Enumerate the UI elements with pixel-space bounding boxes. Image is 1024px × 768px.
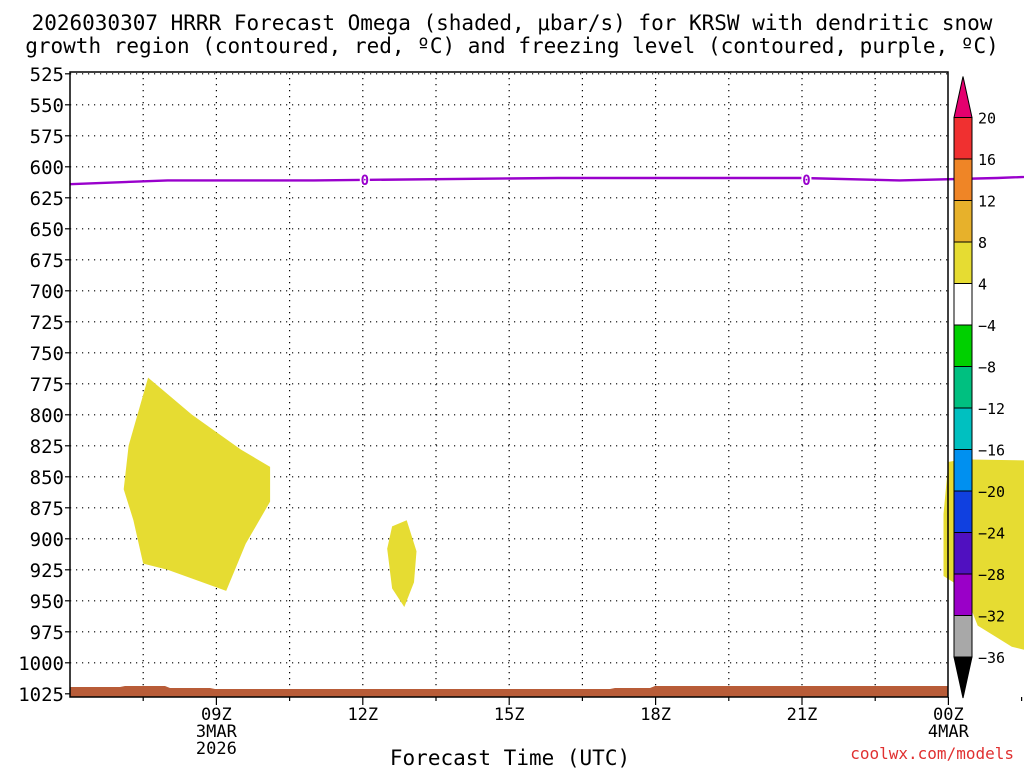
x-tick-label: 09Z — [201, 705, 232, 725]
credit-text: coolwx.com/models — [850, 744, 1014, 763]
colorbar-swatch — [953, 615, 973, 658]
y-tick-label: 1000 — [18, 653, 64, 675]
x-axis-label: Forecast Time (UTC) — [390, 746, 630, 768]
freezing-level-label: 0 — [361, 173, 369, 189]
x-tick-label: 00Z — [933, 705, 964, 725]
colorbar-swatch — [953, 324, 973, 367]
terrain-strip — [70, 686, 948, 697]
colorbar-label: −4 — [978, 317, 996, 335]
colorbar-swatch — [953, 449, 973, 492]
colorbar-label: −20 — [978, 483, 1005, 501]
colorbar-label: 8 — [978, 234, 987, 252]
y-tick-label: 850 — [30, 467, 64, 489]
colorbar-swatch — [953, 532, 973, 575]
y-tick-label: 950 — [30, 591, 64, 613]
x-tick-sublabel: 4MAR — [928, 722, 970, 742]
freezing-level-label-bg — [359, 171, 370, 186]
chart-title-line2: growth region (contoured, red, ºC) and f… — [25, 34, 999, 58]
x-tick-label: 12Z — [347, 705, 378, 725]
omega-region-1 — [387, 520, 417, 607]
y-tick-label: 800 — [30, 405, 64, 427]
omega-region-0 — [123, 377, 271, 591]
colorbar: 20 16 12 8 4 −4 −8 −12 −16 −20 −24 −28 −32 −36 — [953, 76, 1005, 699]
colorbar-label: 4 — [978, 276, 987, 294]
colorbar-label: 16 — [978, 151, 996, 169]
colorbar-label: −24 — [978, 525, 1005, 543]
x-tick-label: 15Z — [494, 705, 525, 725]
y-tick-label: 700 — [30, 281, 64, 303]
colorbar-swatch — [953, 117, 973, 160]
y-tick-label: 575 — [30, 126, 64, 148]
x-tick-label: 21Z — [787, 705, 818, 725]
y-tick-label: 550 — [30, 95, 64, 117]
colorbar-label: −32 — [978, 608, 1005, 626]
x-tick-label: 18Z — [640, 705, 671, 725]
freezing-level-label: 0 — [802, 173, 810, 189]
y-tick-label: 725 — [30, 312, 64, 334]
y-tick-label: 925 — [30, 560, 64, 582]
x-tick-sublabel: 3MAR — [196, 722, 238, 742]
y-tick-label: 675 — [30, 250, 64, 272]
y-tick-label: 750 — [30, 343, 64, 365]
colorbar-label: −28 — [978, 566, 1005, 584]
y-tick-label: 825 — [30, 436, 64, 458]
omega-shaded-regions — [123, 377, 1024, 650]
colorbar-top-arrow — [953, 76, 973, 118]
y-tick-label: 1025 — [18, 684, 64, 706]
y-tick-label: 525 — [30, 64, 64, 86]
colorbar-swatch — [953, 158, 973, 201]
colorbar-label: 12 — [978, 193, 996, 211]
chart-title-line1: 2026030307 HRRR Forecast Omega (shaded, … — [32, 11, 993, 35]
y-tick-label: 625 — [30, 188, 64, 210]
colorbar-label: 20 — [978, 110, 996, 128]
colorbar-label: −16 — [978, 442, 1005, 460]
colorbar-swatch — [953, 573, 973, 616]
colorbar-label: −36 — [978, 649, 1005, 667]
colorbar-swatch — [953, 490, 973, 533]
colorbar-swatch — [953, 241, 973, 284]
y-tick-label: 975 — [30, 622, 64, 644]
colorbar-label: −12 — [978, 400, 1005, 418]
y-tick-label: 600 — [30, 157, 64, 179]
x-tick-sublabel: 2026 — [196, 739, 237, 759]
y-tick-label: 875 — [30, 498, 64, 520]
freezing-level-line — [69, 175, 1024, 186]
colorbar-bottom-arrow — [953, 656, 973, 699]
y-tick-label: 775 — [30, 374, 64, 396]
colorbar-label: −8 — [978, 359, 996, 377]
colorbar-swatch — [953, 283, 973, 326]
colorbar-swatch — [953, 407, 973, 450]
freezing-level-label-bg — [801, 171, 812, 186]
y-axis: 525 550 575 600 625 650 675 700 725 750 775 800 825 8… — [18, 64, 70, 706]
y-tick-label: 650 — [30, 219, 64, 241]
colorbar-swatch — [953, 200, 973, 243]
colorbar-swatch — [953, 366, 973, 409]
y-tick-label: 900 — [30, 529, 64, 551]
terrain-surface — [70, 686, 948, 697]
